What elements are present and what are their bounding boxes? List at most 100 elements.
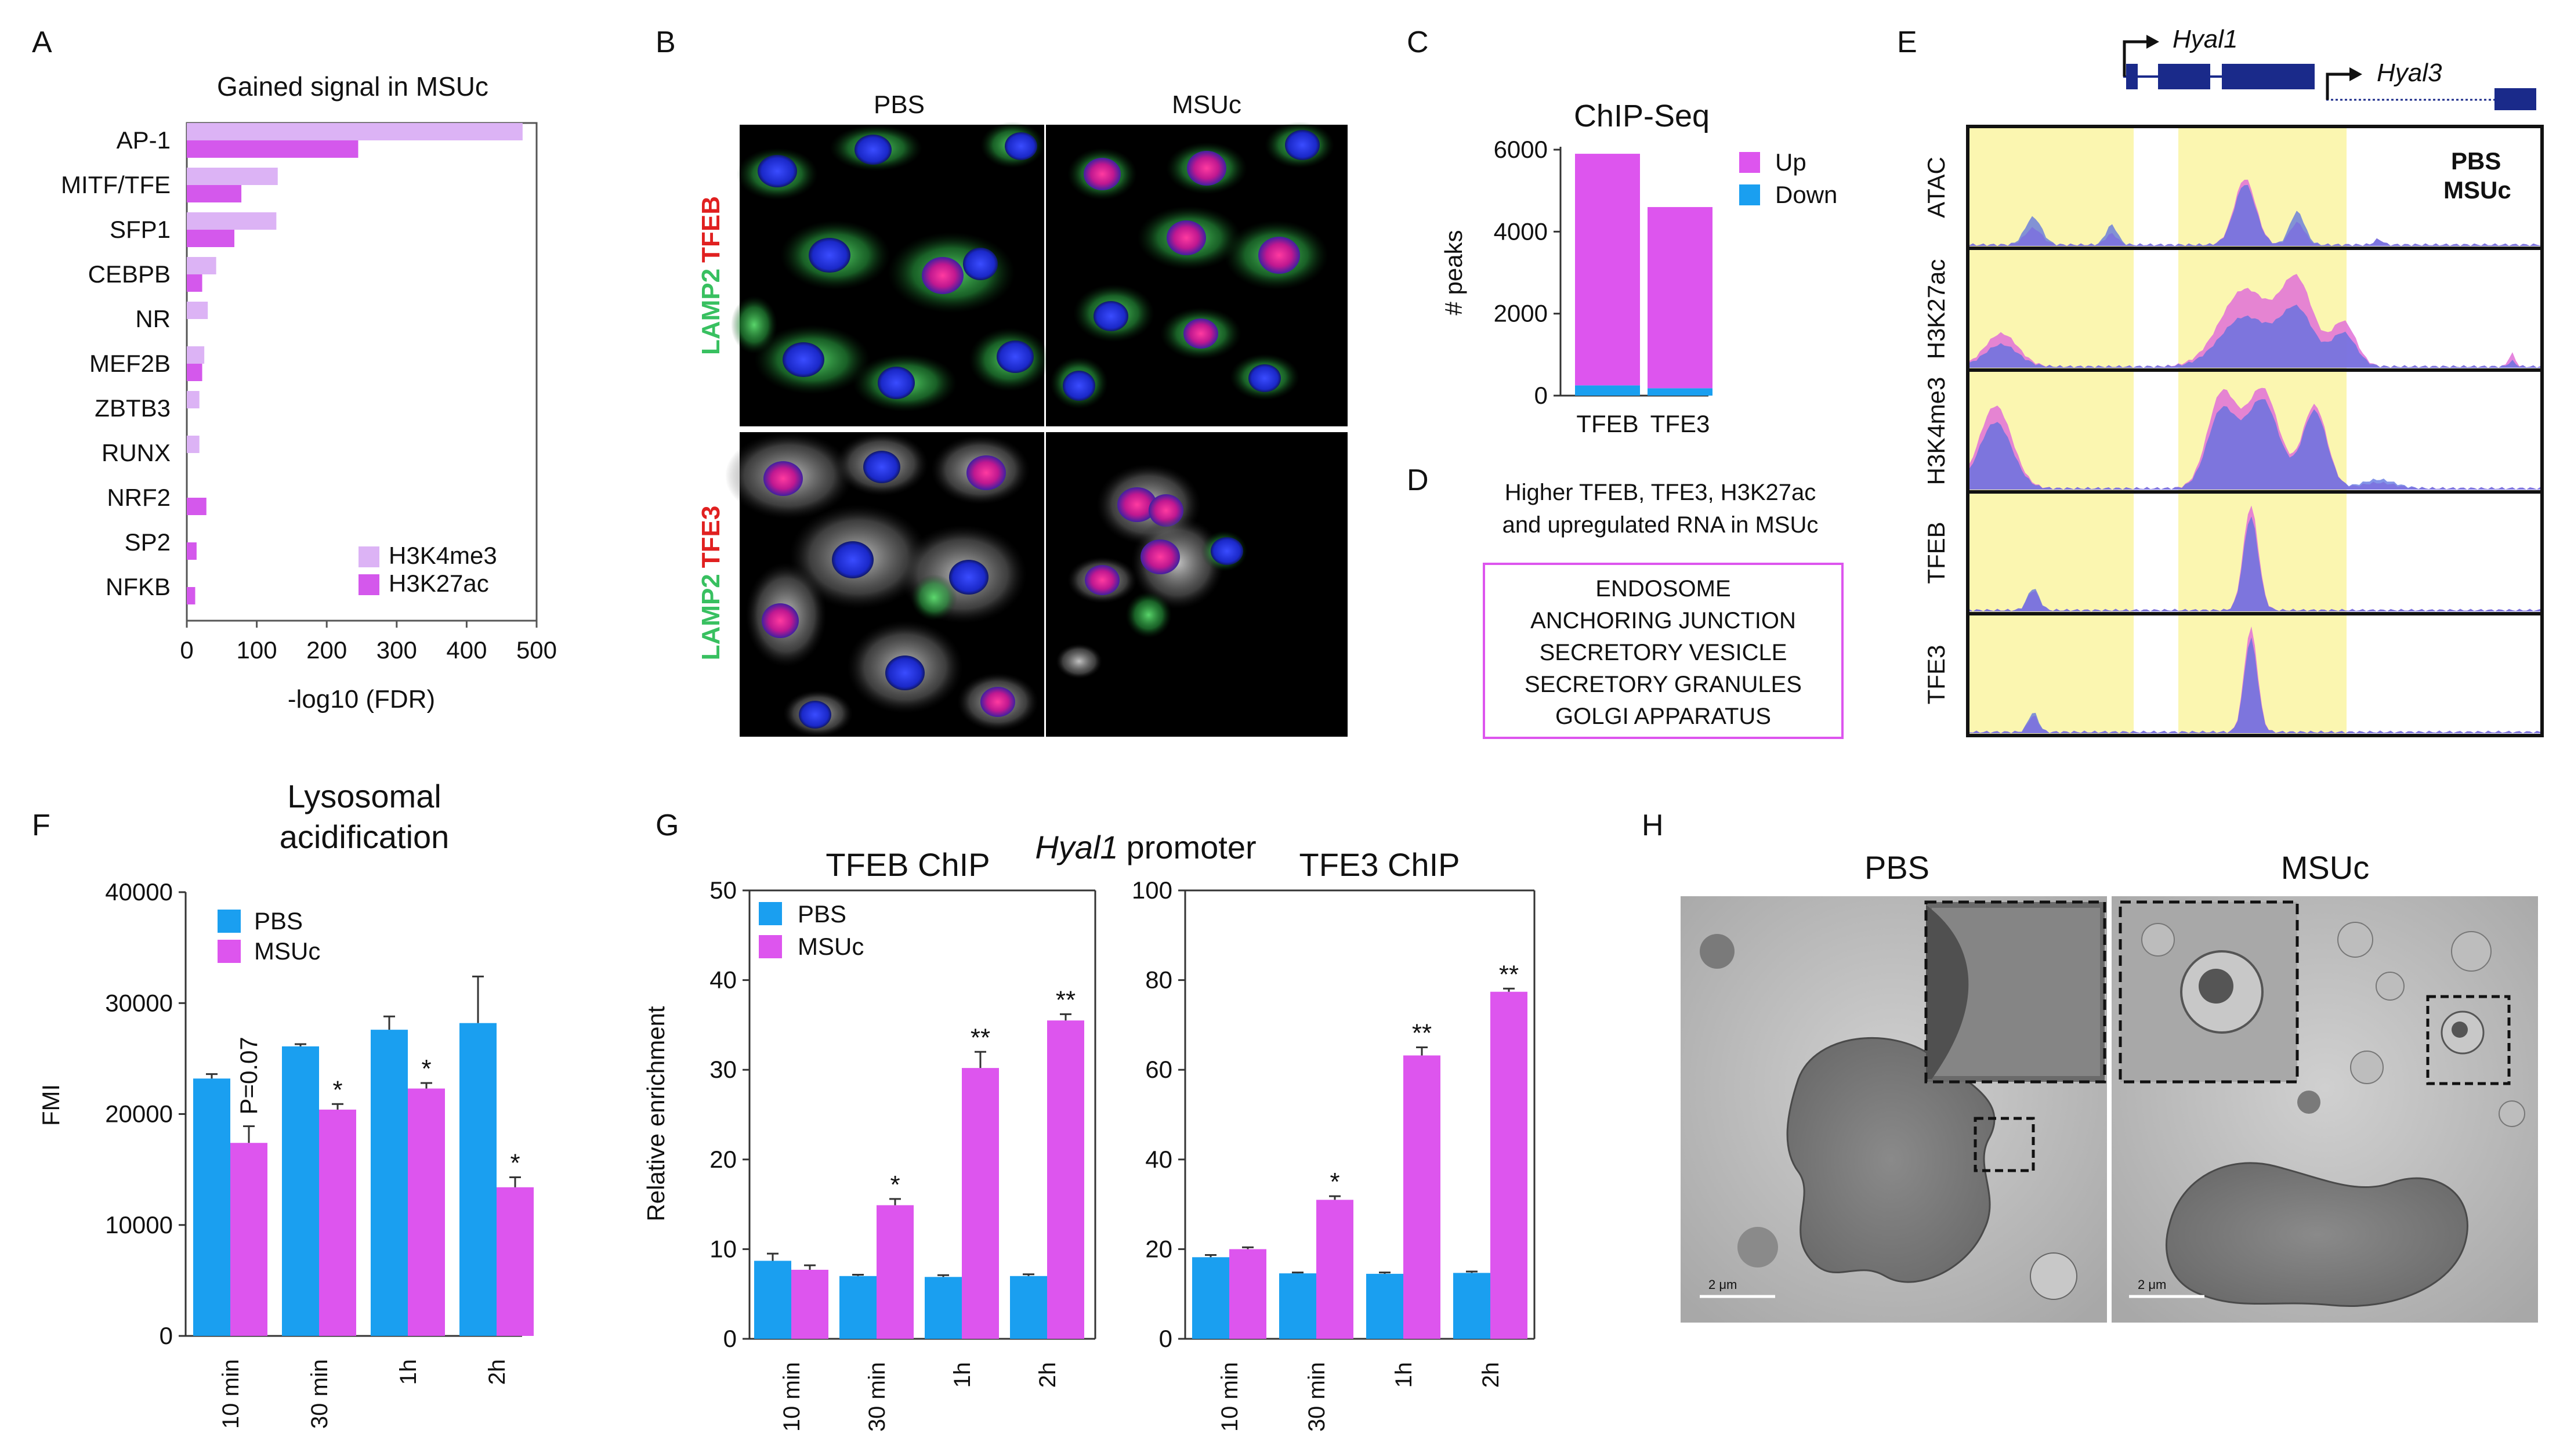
panel-b-col-msuc: MSUc — [1172, 90, 1241, 119]
panel-b-col-pbs: PBS — [874, 90, 925, 119]
panel-a-title: Gained signal in MSUc — [217, 71, 488, 102]
bar-msuc-10min — [791, 1269, 828, 1339]
bar-msuc-30min — [1316, 1200, 1353, 1339]
x-tick-label: 2h — [484, 1359, 510, 1385]
em-image-msuc: 2 μm — [2112, 896, 2538, 1323]
panel-g-legend: PBS MSUc — [759, 900, 864, 960]
bar-pbs-2h — [1453, 1273, 1490, 1339]
x-tick-label: 30 min — [307, 1359, 332, 1429]
bar-h3k27ac-nfkb — [187, 587, 195, 604]
em-scale-text-pbs: 2 μm — [1708, 1277, 1737, 1292]
x-tick-label: 10 min — [1217, 1362, 1243, 1432]
legend-swatch-h3k4me3 — [359, 546, 379, 567]
category-label: RUNX — [102, 439, 171, 466]
track-label-tfeb: TFEB — [1922, 521, 1950, 584]
y-tick-label: 2000 — [1494, 300, 1548, 327]
panel-d-heading-1: Higher TFEB, TFE3, H3K27ac — [1505, 480, 1816, 505]
panel-c-legend: Up Down — [1739, 149, 1837, 208]
category-label: CEBPB — [88, 260, 171, 288]
y-tick-label: 80 — [1145, 966, 1172, 994]
panel-g-left-title: TFEB ChIP — [826, 846, 990, 883]
track-label-h3k27ac: H3K27ac — [1922, 259, 1950, 360]
y-tick-label: 40 — [709, 966, 737, 994]
legend-swatch-msuc — [218, 940, 241, 963]
panel-a-xlabel: -log10 (FDR) — [288, 685, 435, 713]
bar-h3k4me3-mef2b — [187, 346, 205, 364]
annotation-significance: ** — [1056, 986, 1076, 1014]
panel-b-row-label-tfe3: LAMP2 TFE3 — [697, 506, 725, 661]
em-roi-frame-msuc — [2426, 995, 2511, 1085]
track-signal-atac-pbs — [1969, 184, 2540, 246]
x-tick-label: 300 — [376, 636, 417, 664]
term-endosome: ENDOSOME — [1595, 576, 1730, 602]
x-tick-label: 2h — [1478, 1362, 1504, 1388]
em-image-pbs: 2 μm — [1681, 896, 2107, 1323]
panel-b: PBS MSUc — [697, 90, 1348, 737]
track-signal-tfeb-pbs — [1969, 516, 2540, 611]
legend-swatch-down — [1739, 184, 1760, 205]
bar-pbs-2h — [1010, 1276, 1047, 1339]
category-label: AP-1 — [117, 126, 171, 154]
bar-msuc-1h — [408, 1088, 445, 1336]
bar-down-tfeb — [1575, 385, 1640, 396]
bar-h3k4me3-nr — [187, 302, 208, 319]
y-tick-label: 0 — [1534, 382, 1548, 409]
bar-pbs-30min — [1279, 1273, 1316, 1339]
panel-f-title-1: Lysosomal — [287, 778, 441, 814]
legend-label-pbs: PBS — [2451, 147, 2501, 175]
track-signal-tfe3-pbs — [1969, 637, 2540, 733]
panel-b-row-label-tfeb: LAMP2 TFEB — [697, 196, 725, 355]
category-label: MITF/TFE — [61, 171, 171, 198]
panel-e-tracks: ATAC H3K27ac H3K4me3 TFEB TFE3 — [1922, 157, 2542, 733]
legend-label-pbs: PBS — [254, 907, 303, 935]
bar-h3k4me3-cebpb — [187, 257, 216, 274]
cells-pbs-tfeb — [731, 122, 1050, 412]
x-tick-label: 2h — [1035, 1362, 1060, 1388]
legend-swatch-up — [1739, 152, 1760, 173]
annotation-pvalue: P=0.07 — [235, 1037, 262, 1114]
y-tick-label: 20 — [1145, 1235, 1172, 1262]
x-tick-label: 30 min — [864, 1362, 890, 1432]
x-tick-label: 1h — [1391, 1362, 1417, 1388]
panel-f-title-2: acidification — [280, 818, 450, 855]
bar-msuc-30min — [877, 1205, 914, 1339]
panel-a-x-ticks: 0 100 200 300 400 500 — [180, 621, 557, 664]
panel-label-c: C — [1407, 26, 1429, 59]
panel-d-heading-2: and upregulated RNA in MSUc — [1502, 512, 1819, 538]
category-label: NFKB — [106, 573, 171, 600]
bar-h3k27ac-mitf-tfe — [187, 185, 242, 202]
bar-pbs-1h — [925, 1277, 962, 1339]
bar-pbs-30min — [282, 1046, 319, 1336]
label-lamp2: LAMP2 — [697, 269, 725, 355]
gene-label-hyal3: Hyal3 — [2377, 59, 2442, 87]
panel-a-legend: H3K4me3 H3K27ac — [359, 542, 497, 597]
annotation-significance: * — [1330, 1168, 1339, 1196]
legend-label-up: Up — [1775, 149, 1806, 176]
panel-g-mid-title: Hyal1 promoter — [1035, 829, 1256, 865]
term-secretory-vesicle: SECRETORY VESICLE — [1540, 640, 1787, 665]
panel-label-f: F — [32, 809, 50, 842]
panel-c: ChIP-Seq 0 2000 4000 6000 TFEB TFE3 # peaks U… — [1440, 99, 1837, 437]
x-tick-label: 200 — [306, 636, 347, 664]
panel-c-title: ChIP-Seq — [1574, 99, 1710, 133]
bar-msuc-1h — [962, 1068, 999, 1339]
legend-label-h3k4me3: H3K4me3 — [389, 542, 497, 569]
bar-pbs-1h — [371, 1030, 408, 1336]
bar-pbs-30min — [839, 1276, 877, 1339]
panel-label-h: H — [1642, 809, 1664, 842]
category-label: SP2 — [125, 528, 171, 556]
promoter-word: promoter — [1127, 829, 1257, 865]
category-label: ZBTB3 — [95, 394, 171, 422]
cells-msuc-tfe3 — [1056, 464, 1247, 679]
panel-label-g: G — [656, 809, 679, 842]
panel-g-ylabel: Relative enrichment — [642, 1006, 669, 1222]
y-tick-label: 10 — [709, 1235, 737, 1262]
category-label: NR — [135, 305, 171, 332]
bar-msuc-10min — [1229, 1249, 1266, 1339]
panel-a-bars — [187, 123, 523, 604]
x-tick-label: 1h — [396, 1359, 421, 1385]
cells-pbs-tfe3 — [725, 432, 1038, 737]
annotation-significance: ** — [1499, 960, 1519, 988]
term-secretory-granules: SECRETORY GRANULES — [1525, 672, 1802, 697]
y-tick-label: 30000 — [105, 989, 173, 1016]
